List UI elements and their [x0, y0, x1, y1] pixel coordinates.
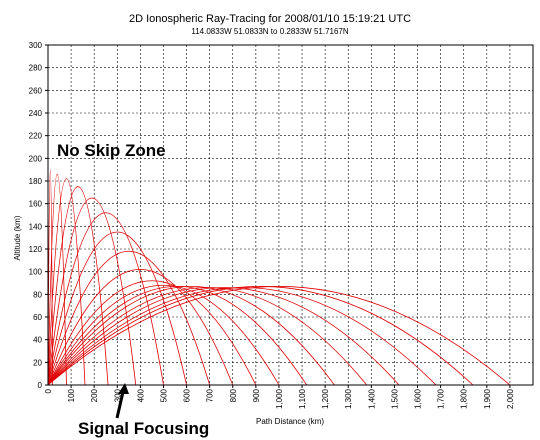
- ray-path: [47, 286, 474, 386]
- x-tick-label: 1,600: [414, 388, 423, 409]
- x-tick-label: 1,300: [344, 388, 353, 409]
- x-tick-label: 500: [159, 388, 168, 402]
- y-tick-label: 240: [29, 109, 43, 118]
- ray-path: [47, 197, 137, 386]
- ray-path: [47, 287, 437, 386]
- annotation-no-skip-zone: No Skip Zone: [57, 141, 166, 160]
- x-axis-label: Path Distance (km): [256, 417, 324, 426]
- x-tick-label: 1,100: [298, 388, 307, 409]
- y-tick-label: 140: [29, 222, 43, 231]
- y-tick-label: 0: [38, 381, 43, 390]
- ray-path: [47, 269, 234, 386]
- y-tick-label: 80: [33, 290, 42, 299]
- ray-path: [47, 212, 164, 386]
- ray-path: [47, 173, 67, 386]
- x-tick-label: 300: [113, 388, 122, 402]
- ray-path: [47, 169, 54, 386]
- x-tick-label: 2,000: [506, 388, 515, 409]
- y-axis: 0 20 40 60 80 100 120 140 160 180 200 220 240 260 280 3…: [29, 41, 48, 390]
- ray-path: [47, 284, 280, 386]
- x-tick-label: 1,700: [437, 388, 446, 409]
- x-tick-label: 800: [229, 388, 238, 402]
- x-tick-label: 900: [252, 388, 261, 402]
- x-tick-label: 700: [206, 388, 215, 402]
- x-tick-label: 0: [44, 388, 53, 393]
- x-tick-label: 400: [136, 388, 145, 402]
- ray-path: [47, 178, 86, 386]
- y-tick-label: 40: [33, 336, 42, 345]
- signal-focusing-arrow-line: [115, 391, 125, 419]
- x-tick-label: 1,400: [367, 388, 376, 409]
- y-tick-label: 160: [29, 200, 43, 209]
- ray-path: [47, 287, 400, 386]
- y-tick-label: 220: [29, 132, 43, 141]
- ray-path: [47, 251, 211, 386]
- ray-path: [47, 280, 257, 386]
- x-axis: 0 100 200 300 400 500 600 700 800 900 1,000 1,100 1,…: [44, 385, 515, 409]
- ray-path: [47, 287, 368, 386]
- y-tick-label: 100: [29, 268, 43, 277]
- x-tick-label: 600: [183, 388, 192, 402]
- signal-focusing-arrow-head: [118, 383, 129, 394]
- x-tick-label: 1,900: [483, 388, 492, 409]
- chart-subtitle: 114.0833W 51.0833N to 0.2833W 51.7167N: [191, 27, 349, 36]
- y-tick-label: 60: [33, 313, 42, 322]
- ray-path: [47, 186, 109, 386]
- ray-path: [47, 286, 308, 386]
- y-tick-label: 280: [29, 64, 43, 73]
- y-tick-label: 260: [29, 86, 43, 95]
- annotation-signal-focusing: Signal Focusing: [78, 419, 209, 438]
- grid: [48, 45, 533, 385]
- y-tick-label: 300: [29, 41, 43, 50]
- x-tick-label: 1,000: [275, 388, 284, 409]
- x-tick-label: 1,500: [390, 388, 399, 409]
- chart-title: 2D Ionospheric Ray-Tracing for 2008/01/1…: [129, 13, 411, 25]
- plot-frame: [47, 44, 534, 386]
- x-tick-label: 200: [90, 388, 99, 402]
- y-tick-label: 200: [29, 154, 43, 163]
- y-tick-label: 120: [29, 245, 43, 254]
- y-axis-label: Altitude (km): [13, 215, 22, 260]
- x-tick-label: 1,200: [321, 388, 330, 409]
- ray-path: [47, 286, 511, 386]
- x-tick-label: 1,800: [460, 388, 469, 409]
- ray-path: [47, 231, 187, 386]
- y-tick-label: 20: [33, 358, 42, 367]
- ray-paths: [47, 169, 511, 386]
- y-tick-label: 180: [29, 177, 43, 186]
- ray-path: [47, 286, 335, 386]
- x-tick-label: 100: [67, 388, 76, 402]
